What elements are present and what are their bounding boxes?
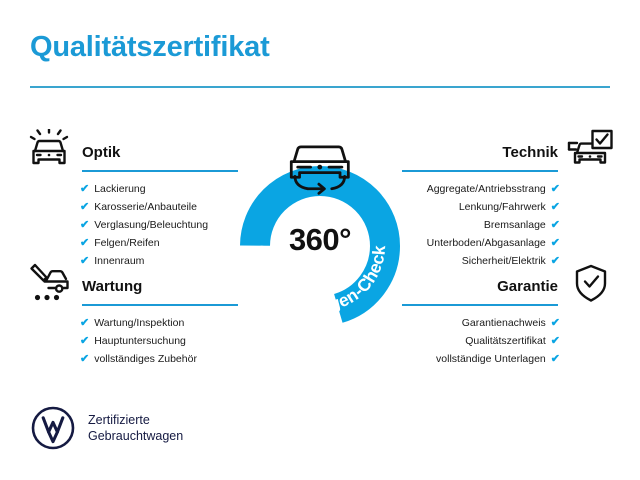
check-icon: ✔ — [550, 218, 560, 231]
vw-certified-text: Zertifizierte Gebrauchtwagen — [88, 412, 183, 444]
list-item: ✔ Wartung/Inspektion — [80, 314, 282, 332]
list-item: ✔ Innenraum — [80, 252, 282, 270]
check-icon: ✔ — [550, 352, 560, 365]
list-item-label: Felgen/Reifen — [94, 237, 160, 249]
list-item: Sicherheit/Elektrik ✔ — [358, 252, 560, 270]
list-item: vollständige Unterlagen ✔ — [358, 350, 560, 368]
vw-logo — [30, 405, 76, 451]
section-technik-list: Aggregate/Antriebsstrang ✔ Lenkung/Fahrwe… — [358, 180, 618, 270]
badge-center-label: 360° — [288, 222, 352, 257]
list-item: Unterboden/Abgasanlage ✔ — [358, 234, 560, 252]
section-optik-title: Optik — [82, 144, 121, 161]
list-item: ✔ Lackierung — [80, 180, 282, 198]
list-item-label: Lenkung/Fahrwerk — [458, 201, 546, 213]
car-lift-checkbox-icon — [566, 128, 616, 172]
section-optik-list: ✔ Lackierung ✔ Karosserie/Anbauteile ✔ Verg… — [22, 180, 282, 270]
car-rotate-360-icon — [289, 145, 350, 195]
list-item-label: Karosserie/Anbauteile — [94, 201, 197, 213]
list-item-label: Aggregate/Antriebsstrang — [426, 183, 546, 195]
section-wartung-header: Wartung — [22, 262, 282, 308]
check-icon: ✔ — [80, 254, 90, 267]
list-item-label: vollständiges Zubehör — [94, 353, 197, 365]
check-icon: ✔ — [550, 182, 560, 195]
check-icon: ✔ — [550, 334, 560, 347]
list-item-label: Sicherheit/Elektrik — [461, 255, 546, 267]
list-item: ✔ Verglasung/Beleuchtung — [80, 216, 282, 234]
section-technik-underline — [402, 170, 558, 172]
list-item: ✔ Karosserie/Anbauteile — [80, 198, 282, 216]
list-item-label: Lackierung — [94, 183, 146, 195]
section-wartung-list: ✔ Wartung/Inspektion ✔ Hauptuntersuchung ✔… — [22, 314, 282, 368]
section-technik: Technik Aggregate/Antriebsstrang ✔ Lenkun… — [358, 128, 618, 270]
list-item: Lenkung/Fahrwerk ✔ — [358, 198, 560, 216]
section-garantie-underline — [402, 304, 558, 306]
check-icon: ✔ — [550, 200, 560, 213]
section-garantie-header: Garantie — [358, 262, 618, 308]
badge-graphic: Gebrauchtwagen-Check — [240, 145, 400, 326]
section-wartung-underline — [82, 304, 238, 306]
wrench-car-icon — [24, 262, 74, 306]
vw-certified-lockup: Zertifizierte Gebrauchtwagen — [30, 405, 183, 451]
list-item-label: Garantienachweis — [461, 317, 546, 329]
check-icon: ✔ — [80, 352, 90, 365]
list-item-label: Bremsanlage — [483, 219, 546, 231]
list-item-label: vollständige Unterlagen — [436, 353, 546, 365]
header-divider — [30, 86, 610, 88]
list-item: ✔ vollständiges Zubehör — [80, 350, 282, 368]
list-item-label: Wartung/Inspektion — [94, 317, 185, 329]
list-item-label: Qualitätszertifikat — [465, 335, 546, 347]
section-garantie-title: Garantie — [497, 278, 558, 295]
car-shine-icon — [24, 128, 74, 172]
section-optik: Optik ✔ Lackierung ✔ Karosserie/Anbauteile… — [22, 128, 282, 270]
badge-360-gebrauchtwagen-check: Gebrauchtwagen-Check 360° — [232, 128, 408, 328]
footer-line-1: Zertifizierte — [88, 413, 150, 427]
list-item-label: Innenraum — [94, 255, 145, 267]
section-technik-header: Technik — [358, 128, 618, 174]
section-wartung-title: Wartung — [82, 278, 143, 295]
list-item: ✔ Hauptuntersuchung — [80, 332, 282, 350]
section-wartung: Wartung ✔ Wartung/Inspektion ✔ Hauptunters… — [22, 262, 282, 368]
section-garantie: Garantie Garantienachweis ✔ Qualitätszert… — [358, 262, 618, 368]
section-garantie-list: Garantienachweis ✔ Qualitätszertifikat ✔ v… — [358, 314, 618, 368]
list-item: ✔ Felgen/Reifen — [80, 234, 282, 252]
section-technik-title: Technik — [502, 144, 558, 161]
check-icon: ✔ — [80, 316, 90, 329]
shield-check-icon — [566, 262, 616, 306]
list-item: Bremsanlage ✔ — [358, 216, 560, 234]
check-icon: ✔ — [550, 236, 560, 249]
list-item: Aggregate/Antriebsstrang ✔ — [358, 180, 560, 198]
list-item-label: Verglasung/Beleuchtung — [94, 219, 209, 231]
section-optik-header: Optik — [22, 128, 282, 174]
check-icon: ✔ — [80, 218, 90, 231]
check-icon: ✔ — [550, 316, 560, 329]
check-icon: ✔ — [80, 200, 90, 213]
footer-line-2: Gebrauchtwagen — [88, 429, 184, 443]
check-icon: ✔ — [80, 236, 90, 249]
list-item-label: Hauptuntersuchung — [94, 335, 186, 347]
check-icon: ✔ — [80, 182, 90, 195]
list-item: Qualitätszertifikat ✔ — [358, 332, 560, 350]
list-item: Garantienachweis ✔ — [358, 314, 560, 332]
list-item-label: Unterboden/Abgasanlage — [426, 237, 546, 249]
section-optik-underline — [82, 170, 238, 172]
page-title: Qualitätszertifikat — [30, 31, 270, 63]
check-icon: ✔ — [550, 254, 560, 267]
check-icon: ✔ — [80, 334, 90, 347]
